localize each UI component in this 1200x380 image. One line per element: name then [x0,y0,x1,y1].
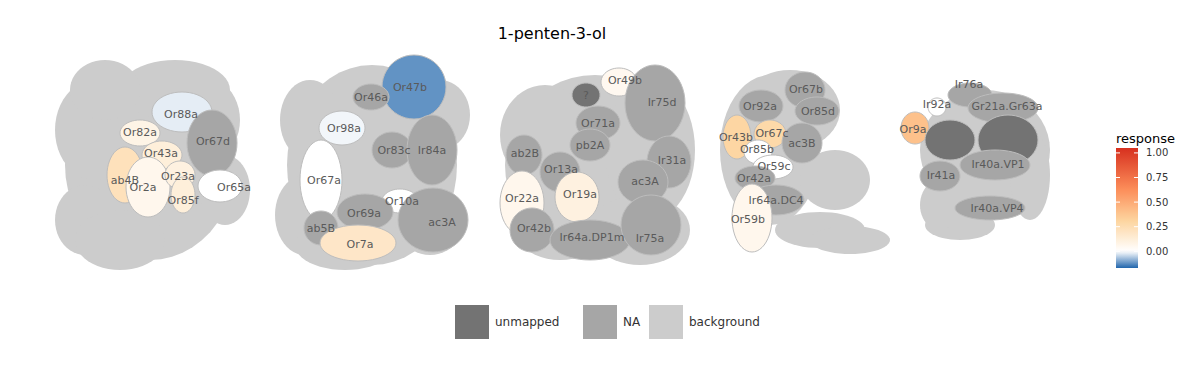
svg-text:Or22a: Or22a [505,192,539,205]
svg-text:Or47b: Or47b [393,81,427,94]
svg-text:Or10a: Or10a [385,195,419,208]
svg-text:Or43a: Or43a [144,147,178,160]
svg-text:Or92a: Or92a [743,100,777,113]
svg-text:response: response [1116,131,1175,146]
svg-text:Or67a: Or67a [307,174,341,187]
svg-text:Or85d: Or85d [801,105,835,118]
svg-text:Or65a: Or65a [217,181,251,194]
svg-text:pb2A: pb2A [576,139,605,152]
svg-text:1.00: 1.00 [1146,147,1168,158]
svg-text:Ir75d: Ir75d [648,96,677,109]
svg-text:Ir64a.DP1m: Ir64a.DP1m [560,231,625,244]
svg-text:background: background [689,315,760,329]
svg-text:Or69a: Or69a [347,207,381,220]
svg-text:Or2a: Or2a [130,181,157,194]
svg-text:Or42b: Or42b [517,222,551,235]
svg-text:Or13a: Or13a [544,163,578,176]
svg-text:0.75: 0.75 [1146,172,1168,183]
svg-text:NA: NA [623,315,641,329]
svg-text:Ir64a.DC4: Ir64a.DC4 [748,194,803,207]
svg-text:Ir84a: Ir84a [418,144,447,157]
svg-text:0.25: 0.25 [1146,221,1168,232]
svg-text:Or9a: Or9a [900,123,927,136]
svg-text:0.00: 0.00 [1146,246,1168,257]
svg-text:Ir41a: Ir41a [927,169,956,182]
svg-text:0.50: 0.50 [1146,197,1168,208]
svg-text:unmapped: unmapped [495,315,560,329]
svg-text:Or71a: Or71a [581,117,615,130]
svg-text:Ir40a.VP1: Ir40a.VP1 [971,158,1024,171]
svg-text:Or59b: Or59b [731,213,765,226]
svg-text:Ir76a: Ir76a [955,78,984,91]
svg-text:Or49b: Or49b [608,74,642,87]
svg-text:ac3A: ac3A [631,175,659,188]
svg-text:Or82a: Or82a [123,126,157,139]
svg-text:Or85b: Or85b [740,143,774,156]
svg-text:Or83c: Or83c [377,144,410,157]
svg-text:Or67b: Or67b [789,83,823,96]
svg-text:Gr21a.Gr63a: Gr21a.Gr63a [971,100,1042,113]
svg-text:Or59c: Or59c [757,159,791,173]
svg-text:ab2B: ab2B [511,147,539,160]
svg-text:Or43b: Or43b [718,130,754,144]
svg-text:ac3B: ac3B [788,137,815,150]
svg-text:ac3A: ac3A [428,216,456,229]
svg-text:Or67c: Or67c [755,127,788,140]
svg-text:1-penten-3-ol: 1-penten-3-ol [498,24,607,43]
svg-text:Or98a: Or98a [327,122,361,135]
svg-text:ab5B: ab5B [307,222,335,235]
svg-text:?: ? [583,89,589,102]
svg-text:Ir75a: Ir75a [636,232,665,245]
svg-text:ab4B: ab4B [110,173,140,187]
svg-text:Or67d: Or67d [196,135,230,148]
svg-text:Ir40a.VP4: Ir40a.VP4 [970,202,1023,215]
svg-text:Ir92a: Ir92a [923,98,952,111]
svg-text:Ir31a: Ir31a [658,154,687,167]
svg-text:Or42a: Or42a [737,172,771,185]
svg-text:Or19a: Or19a [563,188,597,201]
svg-text:Or88a: Or88a [164,108,198,121]
svg-text:Or23a: Or23a [161,170,195,183]
svg-text:Or46a: Or46a [354,91,388,104]
svg-text:Or7a: Or7a [347,238,374,251]
svg-text:Or85f: Or85f [167,194,199,207]
